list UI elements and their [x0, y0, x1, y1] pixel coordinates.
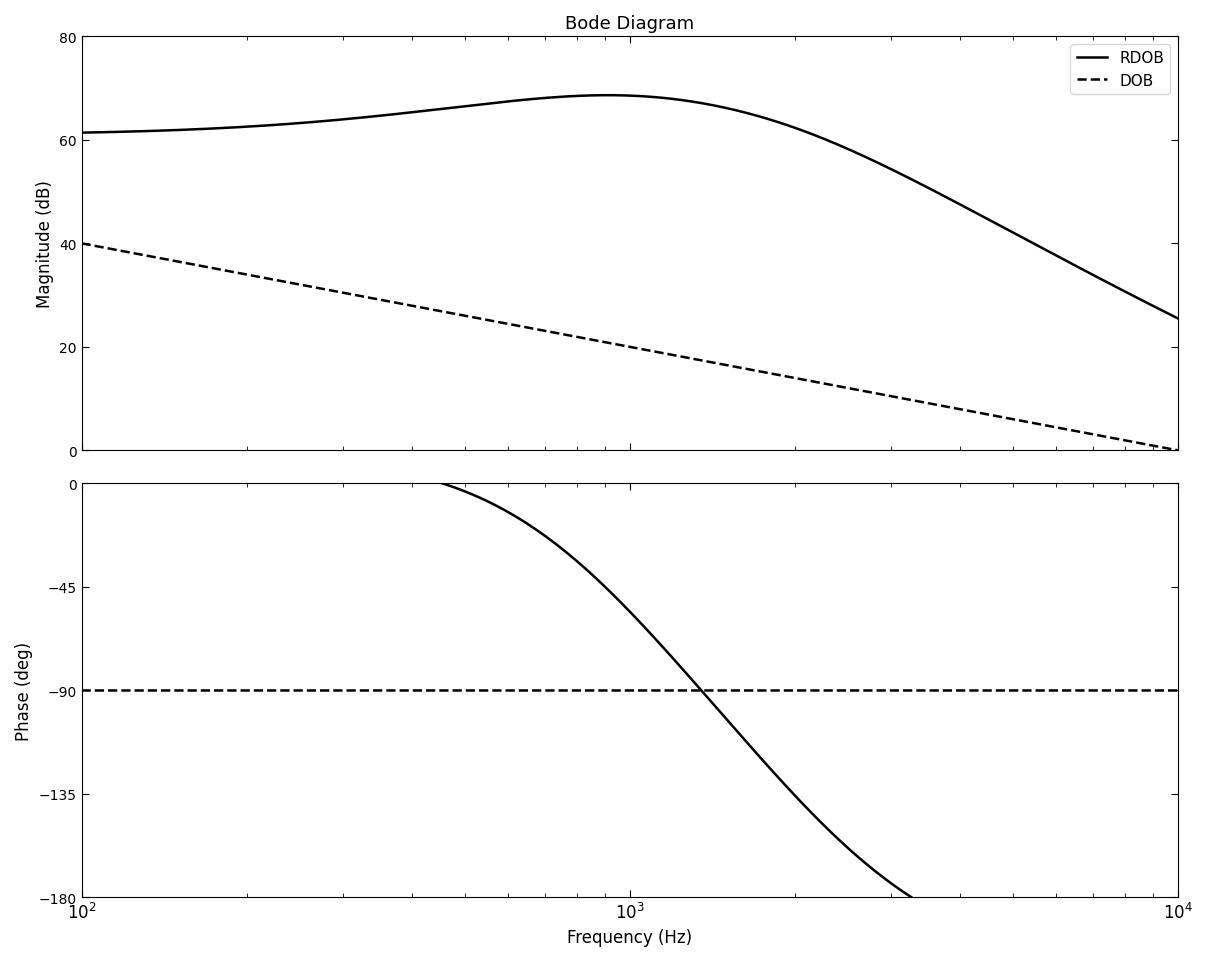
DOB	[75, 238, 89, 250]
DOB	[338, 288, 353, 300]
DOB	[669, 351, 684, 362]
Y-axis label: Magnitude (dB): Magnitude (dB)	[35, 181, 53, 308]
RDOB	[600, 90, 615, 102]
Line: RDOB: RDOB	[82, 96, 1178, 319]
Line: DOB: DOB	[82, 244, 1178, 451]
Title: Bode Diagram: Bode Diagram	[565, 15, 695, 33]
RDOB	[494, 97, 509, 109]
RDOB	[1171, 313, 1185, 325]
DOB	[149, 253, 163, 264]
RDOB	[149, 126, 163, 137]
DOB	[888, 392, 902, 404]
DOB	[1171, 445, 1185, 456]
DOB	[734, 363, 749, 375]
RDOB	[75, 128, 89, 139]
RDOB	[338, 114, 353, 126]
RDOB	[669, 94, 684, 106]
RDOB	[734, 107, 749, 118]
DOB	[494, 317, 509, 329]
RDOB	[888, 166, 902, 178]
Legend: RDOB, DOB: RDOB, DOB	[1070, 45, 1171, 95]
Y-axis label: Phase (deg): Phase (deg)	[14, 641, 33, 740]
X-axis label: Frequency (Hz): Frequency (Hz)	[568, 928, 692, 946]
